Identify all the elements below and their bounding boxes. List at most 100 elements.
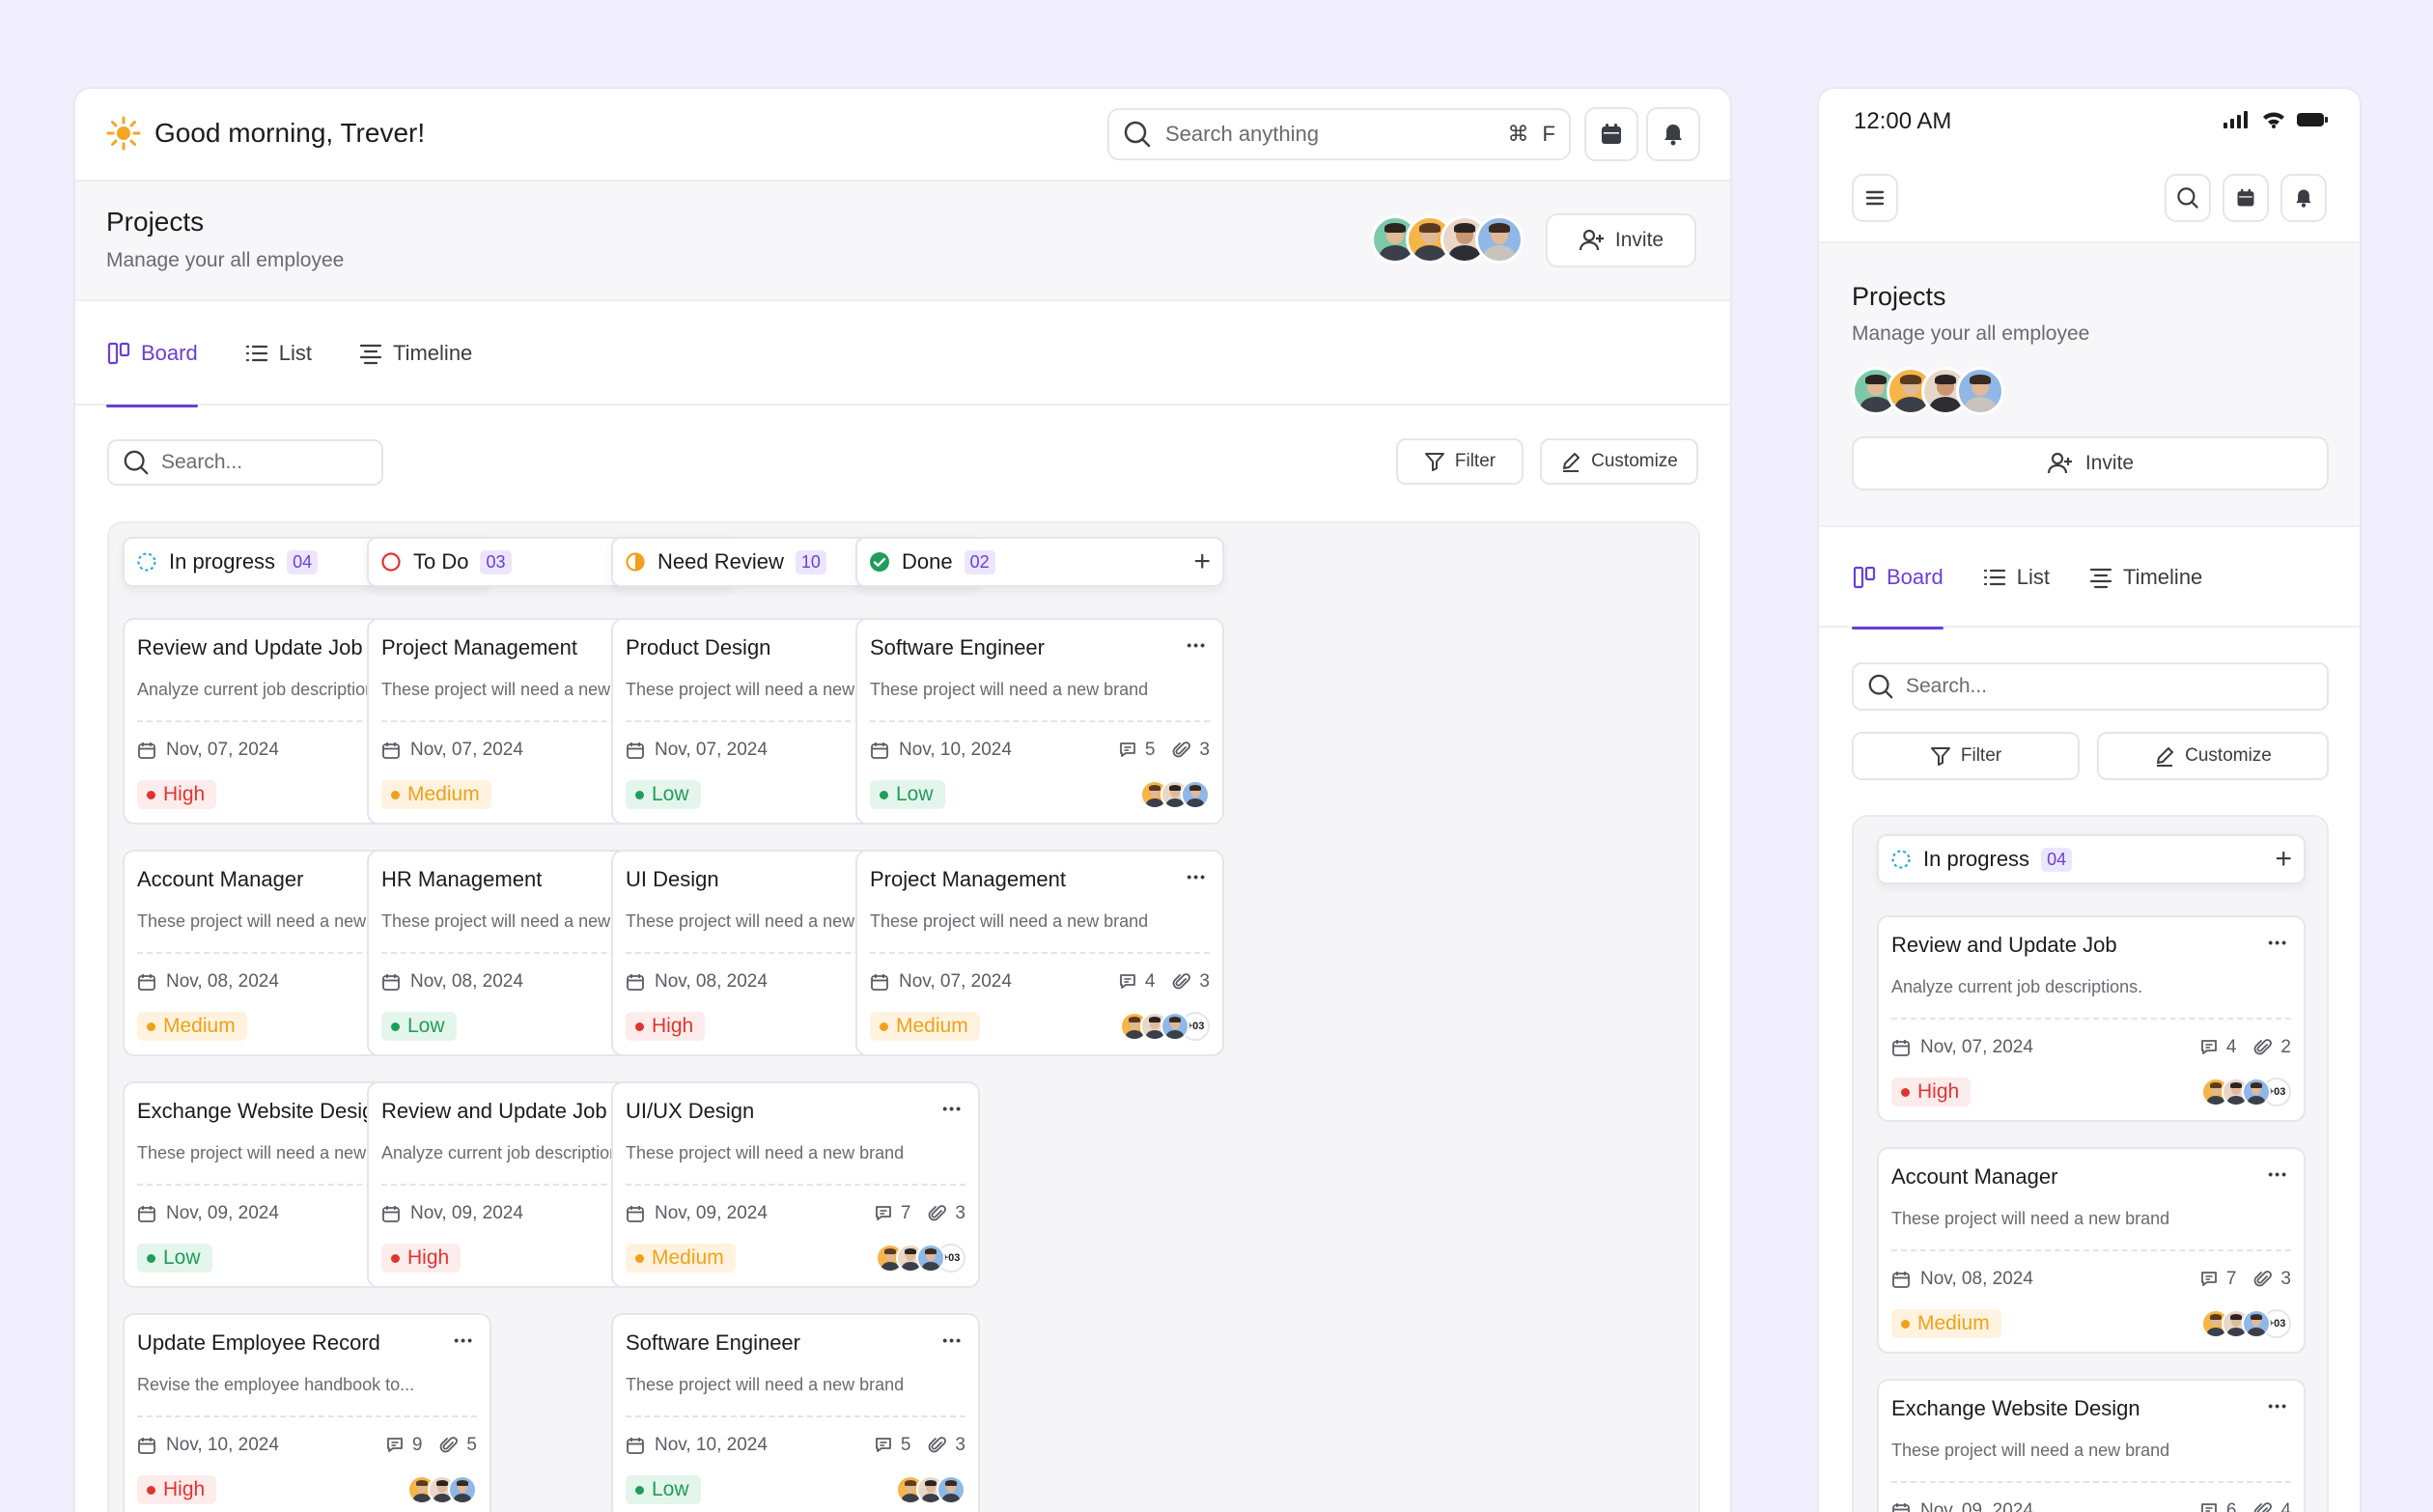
- mobile-notifications-button[interactable]: [2280, 174, 2327, 222]
- due-date-text: Nov, 07, 2024: [899, 971, 1012, 992]
- calendar-icon: [138, 1206, 155, 1222]
- column-count: 10: [795, 549, 826, 574]
- attachment-count: 3: [2253, 1269, 2291, 1290]
- more-options-icon[interactable]: •••: [2268, 1398, 2288, 1414]
- priority-label: Low: [896, 783, 934, 805]
- comment-count: 5: [874, 1435, 910, 1456]
- calendar-icon: [871, 974, 888, 991]
- attachment-count-value: 2: [2280, 1037, 2291, 1057]
- mobile-calendar-button[interactable]: [2223, 174, 2269, 222]
- attachment-count-value: 5: [466, 1435, 477, 1455]
- menu-button[interactable]: [1852, 174, 1898, 222]
- calendar-button[interactable]: [1584, 107, 1638, 161]
- task-footer: Medium +03: [1891, 1309, 2291, 1338]
- mobile-filter-button[interactable]: Filter: [1852, 732, 2080, 780]
- status-time: 12:00 AM: [1854, 108, 1952, 134]
- mobile-search-input[interactable]: Search...: [1852, 662, 2329, 711]
- avatar: [937, 1475, 965, 1504]
- due-date-text: Nov, 07, 2024: [410, 740, 523, 760]
- priority-badge: High: [137, 780, 217, 809]
- due-date: Nov, 07, 2024: [626, 740, 768, 761]
- global-search-input[interactable]: Search anything ⌘ F: [1107, 108, 1571, 160]
- board-search-input[interactable]: Search...: [107, 439, 383, 486]
- mobile-team-avatars[interactable]: [1852, 367, 2004, 415]
- priority-badge: Low: [870, 780, 945, 809]
- task-card[interactable]: Update Employee Record ••• Revise the empl…: [123, 1313, 491, 1512]
- task-title: UI Design: [626, 867, 719, 891]
- task-footer: Medium +03: [626, 1244, 965, 1273]
- avatar: [448, 1475, 477, 1504]
- task-card[interactable]: Account Manager ••• These project will nee…: [1877, 1147, 2306, 1354]
- task-card[interactable]: Exchange Website Design ••• These project …: [1877, 1379, 2306, 1512]
- more-options-icon[interactable]: •••: [1187, 637, 1207, 653]
- assignee-avatars[interactable]: [407, 1475, 477, 1504]
- task-card[interactable]: Software Engineer ••• These project will n…: [611, 1313, 980, 1512]
- task-description: These project will need a new brand: [626, 911, 905, 931]
- task-card[interactable]: UI/UX Design ••• These project will need a…: [611, 1081, 980, 1288]
- avatar: [2242, 1309, 2271, 1338]
- comment-count-value: 4: [2225, 1037, 2237, 1057]
- attachment-count: 5: [439, 1435, 477, 1456]
- mobile-page-header: Projects Manage your all employee Invite: [1819, 243, 2360, 527]
- invite-button[interactable]: Invite: [1546, 213, 1696, 267]
- due-date: Nov, 10, 2024: [137, 1435, 279, 1456]
- list-icon: [245, 345, 267, 362]
- attachment-icon: [929, 1437, 947, 1453]
- mobile-tab-timeline[interactable]: Timeline: [2088, 527, 2202, 628]
- assignee-avatars[interactable]: +03: [2201, 1309, 2291, 1338]
- mobile-tab-board[interactable]: Board: [1852, 527, 1944, 630]
- priority-label: Low: [163, 1246, 201, 1269]
- mobile-search-button[interactable]: [2165, 174, 2211, 222]
- calendar-icon: [1892, 1272, 1910, 1288]
- tab-list[interactable]: List: [244, 301, 312, 406]
- task-card[interactable]: Software Engineer ••• These project will n…: [855, 618, 1224, 825]
- comment-icon: [1119, 742, 1135, 757]
- add-task-icon[interactable]: +: [1193, 546, 1211, 577]
- priority-badge: Medium: [626, 1244, 736, 1273]
- task-footer: Low: [870, 780, 1210, 809]
- mobile-invite-button[interactable]: Invite: [1852, 436, 2329, 490]
- attachment-count: 3: [1172, 971, 1210, 993]
- column-count: 03: [480, 549, 512, 574]
- more-options-icon[interactable]: •••: [1187, 869, 1207, 884]
- team-avatars[interactable]: [1371, 215, 1524, 264]
- task-card[interactable]: Project Management ••• These project will …: [855, 850, 1224, 1056]
- more-options-icon[interactable]: •••: [942, 1101, 963, 1116]
- comment-count: 5: [1118, 740, 1155, 761]
- mobile-customize-button[interactable]: Customize: [2097, 732, 2329, 780]
- avatar: [1475, 215, 1524, 264]
- tab-timeline[interactable]: Timeline: [358, 301, 472, 406]
- mobile-tab-timeline-label: Timeline: [2122, 565, 2203, 589]
- priority-badge: Medium: [1891, 1309, 2001, 1338]
- column-name: Done: [902, 549, 953, 574]
- assignee-avatars[interactable]: [1140, 780, 1210, 809]
- attachment-icon: [440, 1437, 459, 1453]
- task-meta: Nov, 07, 2024 4 2: [1891, 1037, 2291, 1058]
- more-options-icon[interactable]: •••: [2268, 935, 2288, 950]
- more-options-icon[interactable]: •••: [454, 1332, 474, 1348]
- more-options-icon[interactable]: •••: [2268, 1166, 2288, 1182]
- assignee-avatars[interactable]: +03: [876, 1244, 965, 1273]
- mobile-tab-list[interactable]: List: [1982, 527, 2050, 628]
- task-card[interactable]: Review and Update Job ••• Analyze current …: [1877, 915, 2306, 1122]
- filter-button[interactable]: Filter: [1396, 438, 1524, 485]
- assignee-avatars[interactable]: +03: [2201, 1078, 2291, 1106]
- tab-board[interactable]: Board: [106, 301, 198, 407]
- notifications-button[interactable]: [1646, 107, 1700, 161]
- assignee-avatars[interactable]: +03: [1120, 1012, 1210, 1041]
- customize-button[interactable]: Customize: [1540, 438, 1698, 485]
- more-options-icon[interactable]: •••: [942, 1332, 963, 1348]
- add-task-icon[interactable]: +: [2275, 843, 2292, 875]
- column-count: 02: [964, 549, 995, 574]
- attachment-count: 3: [928, 1435, 965, 1456]
- due-date: Nov, 07, 2024: [1891, 1037, 2033, 1058]
- task-title: Project Management: [381, 635, 577, 659]
- comment-count: 7: [874, 1203, 910, 1224]
- attachment-count-value: 3: [2280, 1269, 2291, 1289]
- assignee-avatars[interactable]: [896, 1475, 965, 1504]
- filter-label: Filter: [1454, 451, 1496, 471]
- task-title: Review and Update Job: [137, 635, 363, 659]
- task-title: Account Manager: [1891, 1164, 2058, 1189]
